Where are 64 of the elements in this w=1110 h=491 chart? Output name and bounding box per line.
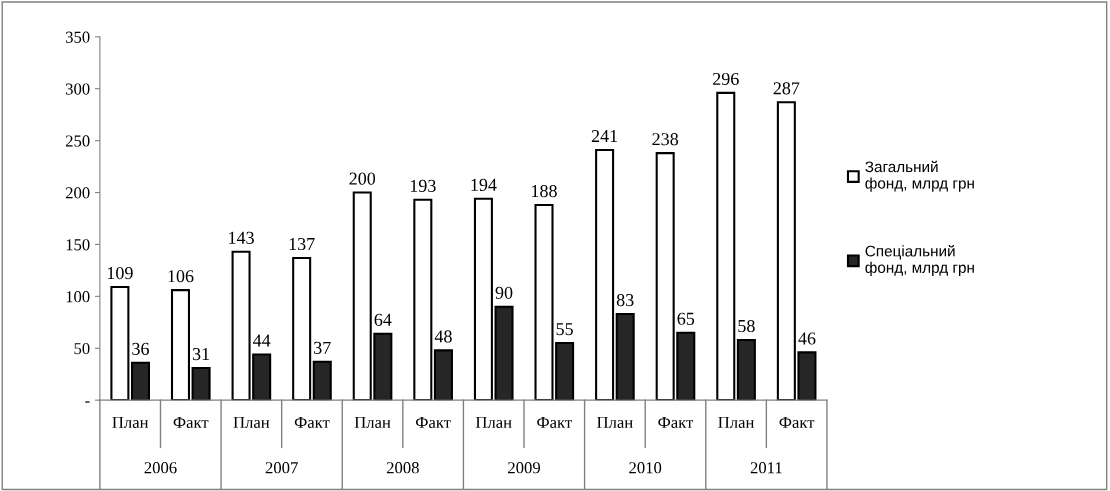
bar <box>191 366 211 401</box>
text: 2010 <box>629 462 662 474</box>
bar <box>433 349 453 401</box>
data-label: 37 <box>314 341 331 354</box>
x-tick-label: План <box>718 416 755 428</box>
text: 2009 <box>508 462 540 474</box>
y-tick-label: 200 <box>65 187 90 199</box>
y-tick-label: 350 <box>65 31 90 43</box>
y-tick-label: 100 <box>66 291 90 303</box>
data-label: 143 <box>229 231 254 244</box>
data-label: 137 <box>289 237 315 251</box>
data-label: 55 <box>556 323 573 336</box>
data-label: 193 <box>410 179 436 192</box>
x-tick-label: Факт <box>294 416 330 428</box>
x-tick-label: План <box>597 416 633 428</box>
x-tick-label: Факт <box>415 416 451 428</box>
bar <box>292 256 312 401</box>
bar <box>736 338 756 401</box>
data-label: 109 <box>107 266 133 280</box>
x-tick-label: Факт <box>173 416 209 428</box>
bar <box>716 91 736 401</box>
y-tick-label: 300 <box>65 83 90 95</box>
data-label: 64 <box>374 313 392 326</box>
data-label: 200 <box>349 172 376 185</box>
text: 2007 <box>265 462 298 474</box>
data-label: 296 <box>713 72 739 86</box>
bar <box>595 148 615 401</box>
legend-label: Спеціальний фонд, млрд грн <box>865 245 974 276</box>
data-label: 58 <box>738 319 755 333</box>
data-label: 106 <box>168 270 194 283</box>
data-label: 48 <box>434 330 452 343</box>
y-tick-label: 50 <box>74 342 90 355</box>
data-label: 238 <box>652 133 679 146</box>
text: 2011 <box>750 462 782 474</box>
data-label: 83 <box>616 293 634 307</box>
bar <box>615 312 635 401</box>
y-tick-label: 150 <box>66 239 90 251</box>
data-label: 188 <box>532 184 557 198</box>
x-tick-label: План <box>112 416 149 428</box>
bar <box>170 289 190 401</box>
data-label: 36 <box>132 342 149 355</box>
data-label: 44 <box>252 334 271 347</box>
text: 2008 <box>386 462 419 474</box>
y-tick-label: 250 <box>65 135 90 147</box>
x-tick-label: План <box>475 416 512 428</box>
data-label: 65 <box>677 312 695 325</box>
bar <box>110 285 130 401</box>
bar <box>413 198 433 401</box>
data-label: 46 <box>798 332 816 345</box>
y-tick-label: - <box>85 401 90 403</box>
x-tick-label: Факт <box>658 416 694 428</box>
x-tick-label: Факт <box>537 416 572 428</box>
text: 2006 <box>144 462 177 474</box>
legend-label: Загальний фонд, млрд грн <box>865 160 974 192</box>
data-label: 31 <box>192 348 210 361</box>
data-label: 90 <box>495 286 513 299</box>
x-tick-label: План <box>354 416 391 428</box>
data-label: 194 <box>471 178 497 191</box>
bar <box>130 361 151 401</box>
bar <box>312 360 332 401</box>
data-label: 241 <box>591 130 618 142</box>
data-label: 287 <box>773 82 800 95</box>
x-tick-label: План <box>233 416 270 428</box>
x-tick-label: Факт <box>779 416 815 428</box>
